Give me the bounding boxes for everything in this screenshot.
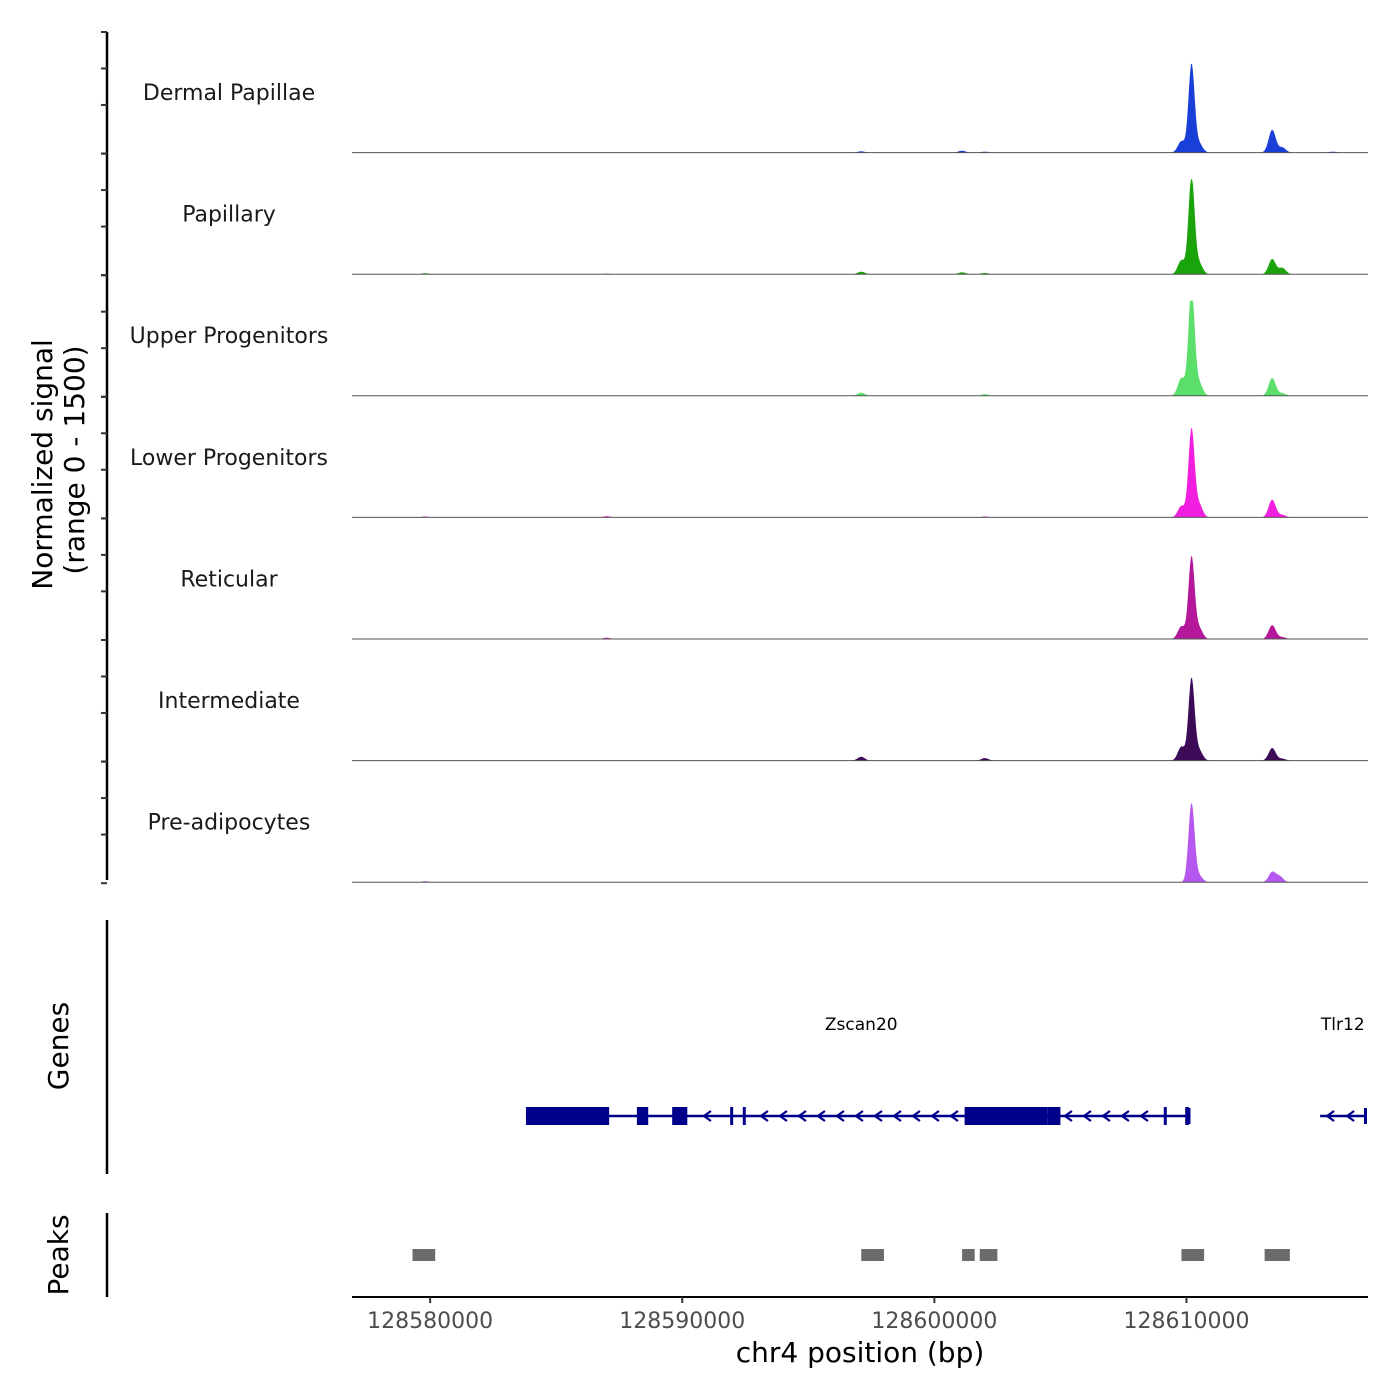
track-pre-adipocytes: Pre-adipocytes: [148, 803, 1368, 883]
strand-arrow: [759, 1110, 769, 1122]
track-intermediate: Intermediate: [158, 677, 1368, 762]
strand-arrow: [949, 1110, 959, 1122]
track-papillary: Papillary: [182, 179, 1368, 275]
strand-arrow: [778, 1110, 788, 1122]
peak-region: [962, 1249, 975, 1261]
strand-arrow: [1325, 1110, 1335, 1122]
strand-arrow: [797, 1110, 807, 1122]
gene-label: Tlr12: [1320, 1015, 1365, 1035]
strand-arrow: [1082, 1110, 1092, 1122]
peak-region: [1264, 1249, 1290, 1261]
strand-arrow: [1063, 1110, 1073, 1122]
strand-arrow: [854, 1110, 864, 1122]
strand-arrow: [702, 1110, 712, 1122]
track-dermal-papillae: Dermal Papillae: [143, 63, 1368, 154]
track-label: Papillary: [182, 203, 276, 228]
strand-arrow: [1120, 1110, 1130, 1122]
strand-arrow: [1101, 1110, 1111, 1122]
gene-zscan20: Zscan20: [525, 1015, 1191, 1125]
strand-arrow: [1345, 1110, 1355, 1122]
peaks-y-axis-title: Peaks: [42, 1214, 75, 1295]
exon: [672, 1107, 688, 1125]
exon: [730, 1107, 734, 1125]
signal-area: [352, 63, 1368, 153]
strand-arrow: [816, 1110, 826, 1122]
exon: [1047, 1107, 1061, 1125]
strand-arrow: [1139, 1110, 1149, 1122]
x-tick-label: 128580000: [367, 1309, 493, 1334]
strand-arrow: [873, 1110, 883, 1122]
coverage-y-ticks: [101, 31, 107, 885]
signal-area: [352, 556, 1368, 639]
strand-arrow: [930, 1110, 940, 1122]
track-upper-progenitors: Upper Progenitors: [130, 300, 1368, 397]
peak-track: [412, 1249, 1290, 1261]
coverage-y-axis-title-line1: Normalized signal: [26, 339, 59, 590]
track-label: Intermediate: [158, 689, 300, 714]
strand-arrow: [835, 1110, 845, 1122]
exon: [1185, 1107, 1190, 1125]
signal-area: [352, 428, 1368, 518]
exon: [1163, 1107, 1167, 1125]
peak-region: [861, 1249, 884, 1261]
track-lower-progenitors: Lower Progenitors: [130, 428, 1368, 518]
x-axis-ticks: 128580000 128590000 128600000 128610000: [367, 1297, 1249, 1334]
gene-track: Zscan20 Tlr12: [525, 1015, 1367, 1125]
coverage-y-axis-title: Normalized signal (range 0 - 1500): [26, 330, 91, 589]
coverage-tracks: Dermal Papillae Papillary Upper Progenitor…: [130, 63, 1368, 883]
exon: [636, 1107, 649, 1125]
x-tick-label: 128600000: [871, 1309, 997, 1334]
track-label: Pre-adipocytes: [148, 811, 311, 836]
track-reticular: Reticular: [180, 556, 1368, 640]
x-tick-label: 128590000: [619, 1309, 745, 1334]
exon: [525, 1107, 610, 1125]
signal-area: [352, 677, 1368, 761]
track-label: Lower Progenitors: [130, 446, 328, 471]
gene-label: Zscan20: [825, 1015, 898, 1035]
signal-area: [352, 803, 1368, 883]
genes-y-axis-title: Genes: [42, 1002, 75, 1090]
exon: [964, 1107, 1048, 1125]
peak-region: [412, 1249, 436, 1261]
x-tick-label: 128610000: [1123, 1309, 1249, 1334]
track-label: Dermal Papillae: [143, 81, 315, 106]
signal-area: [352, 179, 1368, 275]
strand-arrow: [892, 1110, 902, 1122]
exon: [742, 1107, 746, 1125]
strand-arrow: [911, 1110, 921, 1122]
signal-area: [352, 300, 1368, 396]
x-axis-title: chr4 position (bp): [736, 1336, 985, 1369]
coverage-y-axis-title-line2: (range 0 - 1500): [58, 345, 91, 574]
track-label: Reticular: [180, 567, 278, 592]
peak-region: [1181, 1249, 1205, 1261]
gene-tlr12: Tlr12: [1320, 1015, 1367, 1124]
track-label: Upper Progenitors: [130, 324, 329, 349]
peak-region: [979, 1249, 998, 1261]
